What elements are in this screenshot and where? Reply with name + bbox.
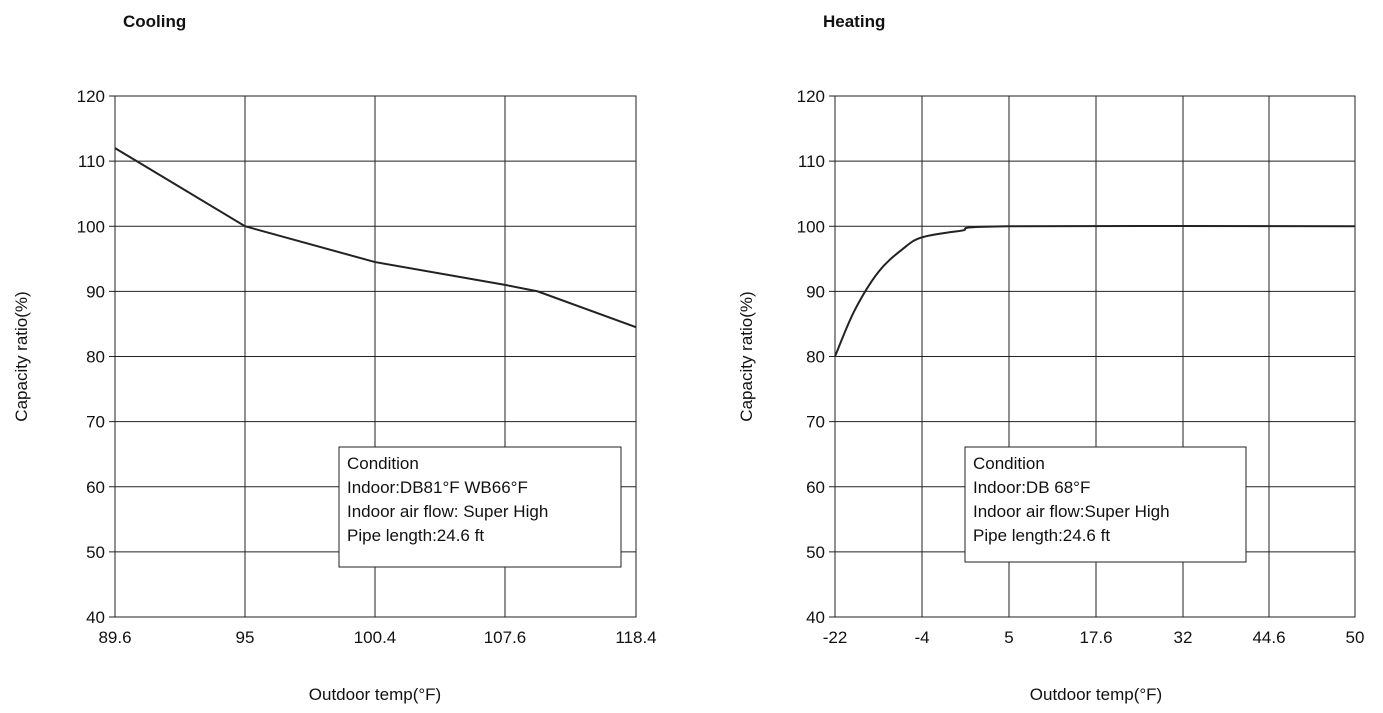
condition-box-frame — [964, 446, 1247, 563]
y-tick-label: 60 — [86, 478, 105, 497]
y-tick-label: 120 — [797, 87, 825, 106]
condition-heading: Condition — [973, 454, 1045, 473]
condition-line: Pipe length:24.6 ft — [347, 526, 484, 545]
x-tick-label: 44.6 — [1252, 628, 1285, 647]
chart-title: Heating — [823, 12, 885, 31]
y-tick-label: 120 — [77, 87, 105, 106]
y-tick-label: 60 — [806, 478, 825, 497]
series-line — [834, 224, 1356, 357]
x-tick-label: -22 — [823, 628, 848, 647]
series-line — [114, 147, 637, 329]
condition-heading: Condition — [347, 454, 419, 473]
x-tick-label: 5 — [1004, 628, 1013, 647]
plot-frame — [114, 95, 637, 618]
condition-box: Condition Indoor:DB81°F WB66°F Indoor air … — [338, 446, 622, 568]
y-tick-label: 80 — [86, 348, 105, 367]
y-tick-label: 40 — [86, 608, 105, 627]
condition-line: Indoor:DB 68°F — [973, 478, 1090, 497]
y-tick-label: 50 — [86, 543, 105, 562]
x-tick-label: 17.6 — [1079, 628, 1112, 647]
x-tick-label: 50 — [1346, 628, 1365, 647]
y-tick-label: 90 — [86, 282, 105, 301]
y-tick-label: 80 — [806, 348, 825, 367]
y-tick-label: 100 — [797, 217, 825, 236]
chart-heating: Heating 40 50 60 70 80 90 100 110 120 -22 -4 5 17.6 32… — [737, 12, 1364, 704]
x-tick-label: 89.6 — [98, 628, 131, 647]
x-tick-label: 32 — [1174, 628, 1193, 647]
x-tick-label: -4 — [914, 628, 929, 647]
chart-title: Cooling — [123, 12, 186, 31]
x-axis-label: Outdoor temp(°F) — [309, 685, 441, 704]
y-tick-label: 50 — [806, 543, 825, 562]
x-tick-label: 107.6 — [484, 628, 527, 647]
y-tick-label: 70 — [806, 413, 825, 432]
y-tick-label: 70 — [86, 413, 105, 432]
condition-box: Condition Indoor:DB 68°F Indoor air flow:S… — [964, 446, 1247, 563]
condition-box-frame — [338, 446, 622, 568]
condition-line: Indoor:DB81°F WB66°F — [347, 478, 528, 497]
condition-line: Indoor air flow:Super High — [973, 502, 1170, 521]
y-tick-label: 40 — [806, 608, 825, 627]
chart-cooling: Cooling 40 50 60 70 80 90 100 110 120 89.6 95 100.4 1… — [12, 12, 657, 704]
y-axis-label: Capacity ratio(%) — [12, 291, 31, 421]
y-axis-label: Capacity ratio(%) — [737, 291, 756, 421]
y-tick-label: 90 — [806, 282, 825, 301]
x-tick-label: 118.4 — [615, 628, 656, 647]
condition-line: Pipe length:24.6 ft — [973, 526, 1110, 545]
y-tick-label: 100 — [77, 217, 105, 236]
condition-line: Indoor air flow: Super High — [347, 502, 548, 521]
x-tick-label: 95 — [236, 628, 255, 647]
y-tick-label: 110 — [78, 152, 105, 171]
x-tick-label: 100.4 — [354, 628, 397, 647]
y-tick-label: 110 — [798, 152, 825, 171]
x-axis-label: Outdoor temp(°F) — [1030, 685, 1162, 704]
